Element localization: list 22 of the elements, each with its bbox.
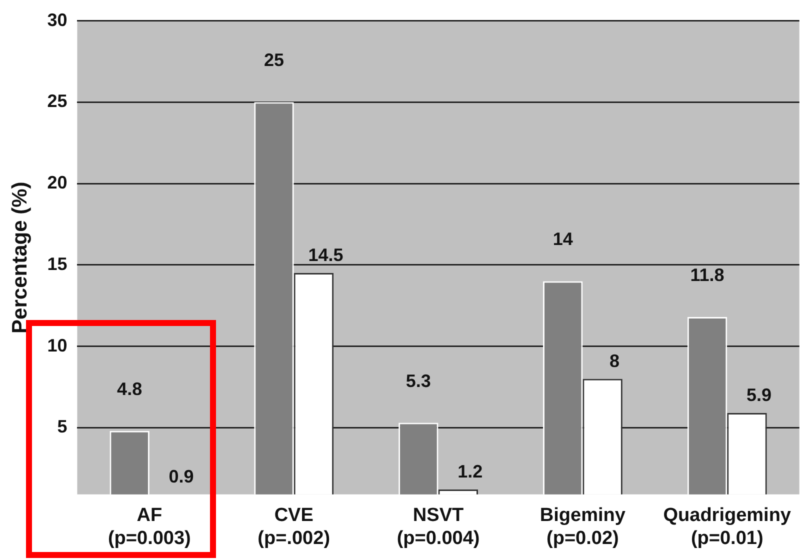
data-label: 5.9 — [746, 384, 772, 405]
data-label: 8 — [610, 350, 620, 371]
y-tick-label: 5 — [57, 416, 68, 437]
y-tick-label: 30 — [47, 10, 68, 30]
data-label: 11.8 — [690, 264, 724, 285]
data-label: 1.2 — [458, 461, 483, 482]
x-tick-label: AF (p=0.003) — [108, 505, 191, 549]
x-tick-label: NSVT (p=0.004) — [396, 505, 480, 549]
x-tick-label: CVE (p=.002) — [258, 505, 330, 549]
y-axis-title: Percentage (%) — [8, 182, 32, 334]
data-label: 0.9 — [168, 466, 194, 486]
y-tick-label: 15 — [47, 254, 68, 274]
data-label: 14 — [552, 229, 573, 250]
x-tick-label: Quadrigeminy (p=0.01) — [663, 505, 792, 549]
data-label: 25 — [264, 50, 284, 70]
y-tick-label: 20 — [47, 172, 68, 193]
data-label: 14.5 — [308, 245, 344, 266]
x-tick-label: Bigeminy (p=0.02) — [540, 505, 626, 549]
data-label: 4.8 — [117, 378, 142, 399]
data-label: 5.3 — [406, 370, 431, 391]
y-tick-label: 25 — [47, 91, 68, 112]
y-tick-label: 10 — [47, 335, 68, 356]
